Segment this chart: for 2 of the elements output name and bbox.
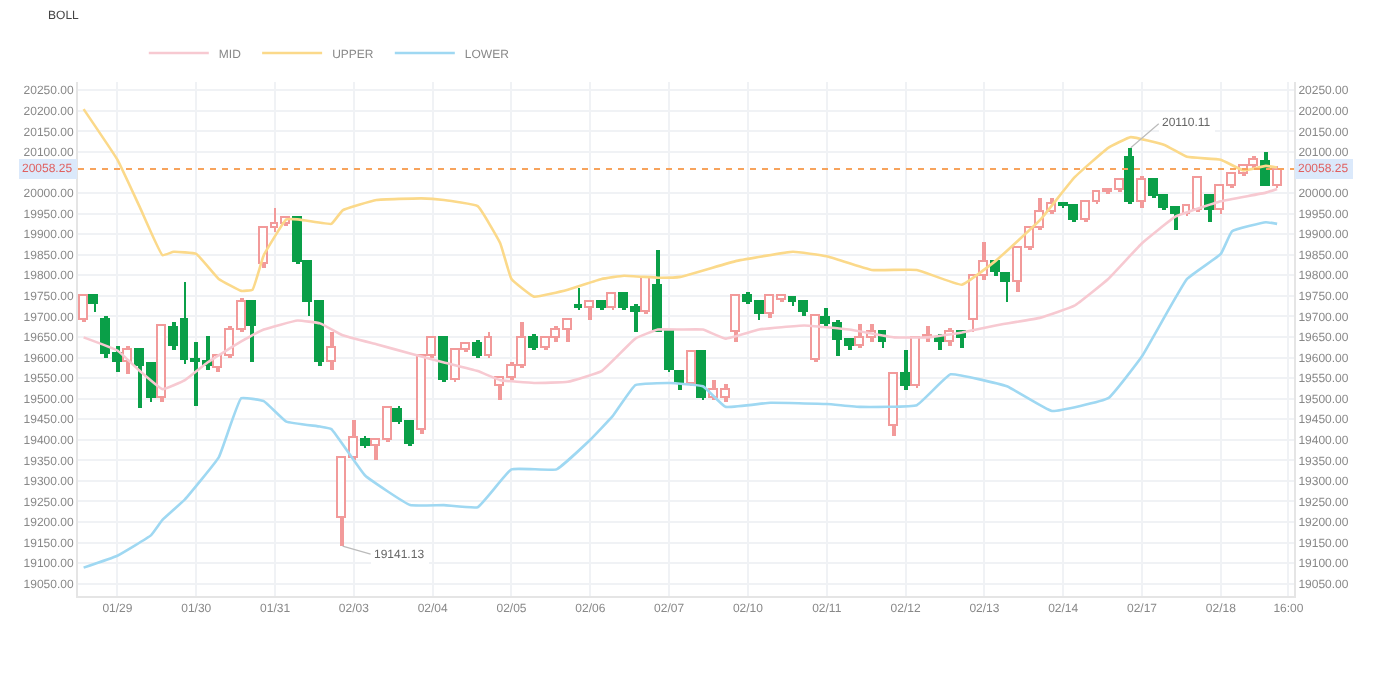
line-series bbox=[82, 107, 1279, 298]
line-series bbox=[82, 220, 1279, 569]
